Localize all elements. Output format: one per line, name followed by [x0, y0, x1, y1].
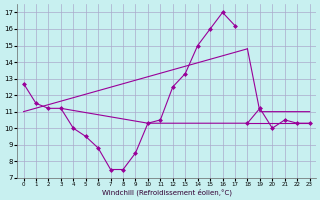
X-axis label: Windchill (Refroidissement éolien,°C): Windchill (Refroidissement éolien,°C)	[101, 188, 232, 196]
